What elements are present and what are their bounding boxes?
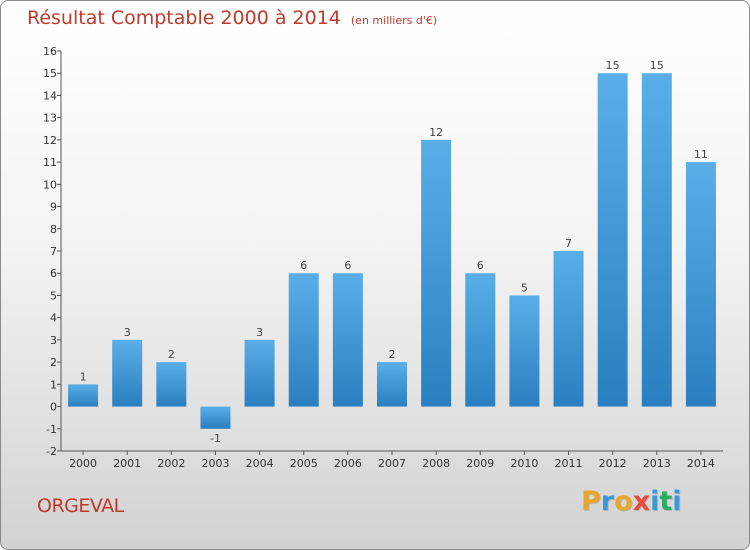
y-tick-label: 8 (50, 223, 57, 236)
chart-data-labels: 1 3 2 -1 3 6 6 2 12 6 5 7 15 15 11 (80, 59, 708, 445)
chart-title-text: Résultat Comptable 2000 à 2014 (27, 7, 341, 29)
chart-title: Résultat Comptable 2000 à 2014 (en millie… (27, 7, 437, 29)
bar (509, 295, 540, 407)
y-tick-label: 9 (50, 201, 57, 214)
bar (641, 73, 672, 407)
logo-letter: o (614, 486, 633, 517)
y-tick-label: 15 (43, 67, 57, 80)
bar-value-label: 7 (565, 237, 572, 250)
y-tick-label: 2 (50, 356, 57, 369)
x-tick-label: 2011 (555, 457, 583, 470)
bar (68, 384, 99, 407)
proxiti-logo: Proxiti (581, 486, 682, 517)
bar-value-label: 6 (300, 259, 307, 272)
x-tick-label: 2001 (113, 457, 141, 470)
x-tick-label: 2007 (378, 457, 406, 470)
y-tick-label: -2 (46, 445, 57, 458)
y-tick-label: 3 (50, 334, 57, 347)
bar (288, 273, 319, 407)
bar-value-label: -1 (210, 432, 221, 445)
logo-letter: P (581, 486, 601, 517)
x-tick-label: 2006 (334, 457, 362, 470)
x-tick-label: 2008 (422, 457, 450, 470)
x-tick-label: 2013 (643, 457, 671, 470)
x-tick-label: 2014 (687, 457, 715, 470)
bar-value-label: 2 (168, 348, 175, 361)
bar-value-label: 6 (477, 259, 484, 272)
bar (553, 251, 584, 407)
y-tick-label: 10 (43, 178, 57, 191)
x-tick-label: 2005 (290, 457, 318, 470)
bar (685, 162, 716, 407)
y-tick-label: 4 (50, 312, 57, 325)
y-tick-label: -1 (46, 423, 57, 436)
bar (377, 362, 407, 407)
x-tick-label: 2000 (69, 457, 97, 470)
bar (112, 339, 143, 407)
bar (156, 362, 187, 407)
bar-value-label: 15 (650, 59, 664, 72)
bar-value-label: 5 (521, 281, 528, 294)
city-name: ORGEVAL (37, 495, 124, 517)
x-tick-label: 2010 (510, 457, 538, 470)
bar (332, 273, 363, 407)
bar-value-label: 3 (124, 326, 131, 339)
bar-value-label: 1 (80, 370, 87, 383)
x-tick-label: 2002 (157, 457, 185, 470)
y-tick-label: 5 (50, 289, 57, 302)
bar-value-label: 6 (344, 259, 351, 272)
y-tick-label: 14 (43, 89, 57, 102)
y-tick-label: 16 (43, 45, 57, 58)
y-tick-label: 6 (50, 267, 57, 280)
logo-letter: r (600, 486, 615, 517)
y-tick-label: 1 (50, 378, 57, 391)
bar-value-label: 11 (694, 148, 708, 161)
y-tick-label: 7 (50, 245, 57, 258)
x-tick-label: 2009 (466, 457, 494, 470)
bar (421, 139, 452, 407)
bar-value-label: 2 (389, 348, 396, 361)
bar-value-label: 3 (256, 326, 263, 339)
bar (200, 406, 231, 429)
x-tick-label: 2012 (599, 457, 627, 470)
bar (597, 73, 628, 407)
chart-subtitle: (en milliers d'€) (350, 14, 438, 27)
bar (465, 273, 496, 407)
logo-letter: t (659, 486, 673, 517)
y-tick-label: 12 (43, 134, 57, 147)
x-tick-label: 2004 (246, 457, 274, 470)
logo-letter: i (672, 486, 682, 517)
y-tick-label: 11 (43, 156, 57, 169)
chart-bars (68, 73, 716, 429)
y-tick-label: 0 (50, 401, 57, 414)
bar-value-label: 12 (429, 126, 443, 139)
bar (244, 339, 275, 407)
logo-letter: x (632, 486, 651, 517)
x-tick-label: 2003 (201, 457, 229, 470)
bar-value-label: 15 (606, 59, 620, 72)
y-tick-label: 13 (43, 112, 57, 125)
logo-letter: i (650, 486, 660, 517)
